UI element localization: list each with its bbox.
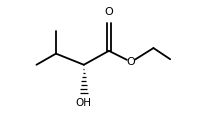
Text: O: O bbox=[127, 57, 135, 67]
Text: O: O bbox=[104, 7, 113, 17]
Text: OH: OH bbox=[76, 98, 92, 108]
